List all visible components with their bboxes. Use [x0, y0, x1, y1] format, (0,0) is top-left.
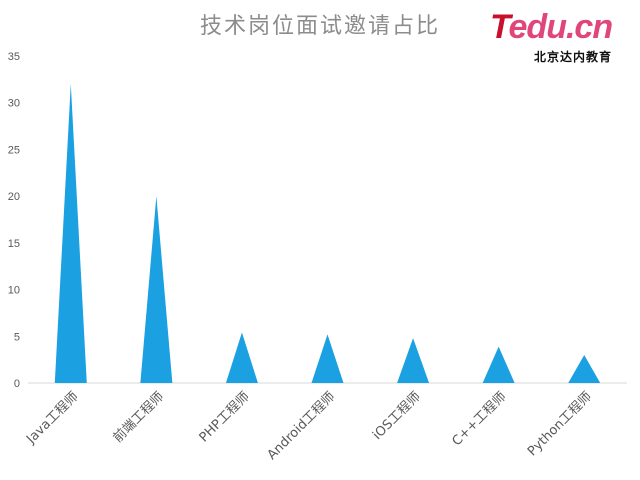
- bar-2: [140, 196, 173, 383]
- x-category-label: Java工程师: [23, 389, 81, 447]
- bar-1: [54, 84, 87, 384]
- bar-5: [397, 338, 430, 383]
- x-category-label: 前端工程师: [110, 389, 167, 446]
- y-tick-label: 35: [8, 51, 20, 63]
- bar-4: [311, 334, 344, 383]
- y-tick-label: 10: [8, 285, 20, 297]
- logo-letter-t: T: [490, 8, 509, 46]
- y-tick-label: 20: [8, 191, 20, 203]
- y-tick-label: 5: [14, 331, 20, 343]
- chart-title: 技术岗位面试邀请占比: [199, 14, 440, 39]
- x-category-label: C++工程师: [449, 389, 509, 449]
- x-category-label: iOS工程师: [370, 389, 424, 443]
- x-category-label: Python工程师: [525, 389, 595, 459]
- y-tick-label: 30: [8, 98, 20, 110]
- logo-wordmark: Tedu.cn: [490, 8, 614, 47]
- bar-6: [482, 346, 515, 383]
- logo-domain-text: edu.cn: [508, 8, 614, 46]
- x-category-label: PHP工程师: [197, 389, 253, 445]
- tedu-logo: Tedu.cn 北京达内教育: [490, 8, 630, 68]
- logo-subtitle: 北京达内教育: [534, 50, 613, 64]
- bar-7: [568, 354, 601, 383]
- y-tick-label: 0: [14, 378, 20, 390]
- x-category-label: Android工程师: [265, 389, 339, 463]
- bar-3: [225, 332, 258, 383]
- y-tick-label: 25: [8, 144, 20, 156]
- y-tick-label: 15: [8, 238, 20, 250]
